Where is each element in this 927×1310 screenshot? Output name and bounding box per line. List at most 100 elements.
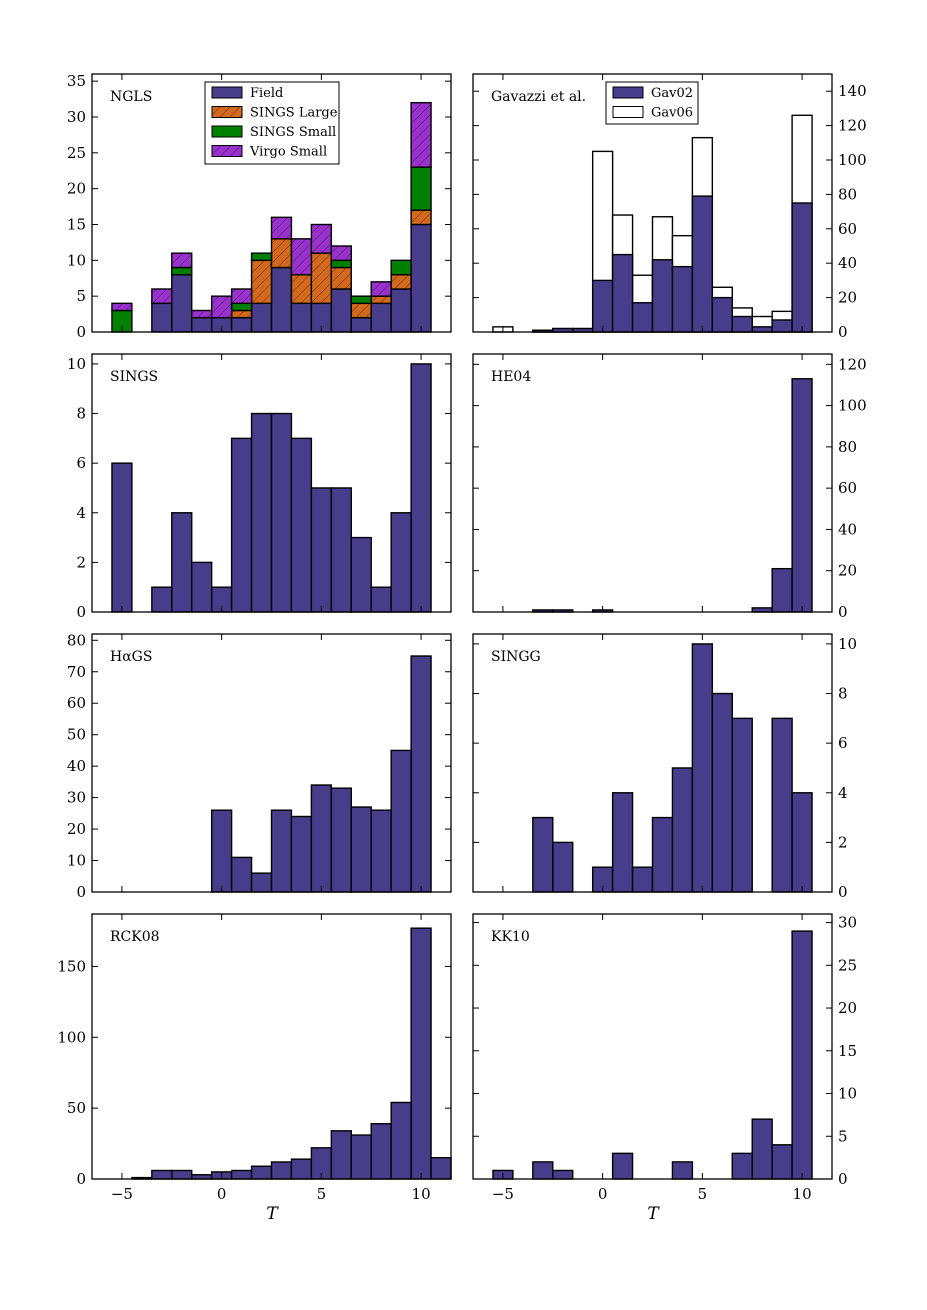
bar-hags-s0-b8 bbox=[270, 809, 293, 893]
bar-singg-s0-b8 bbox=[651, 816, 674, 893]
bar-ngls-s2-b11 bbox=[330, 259, 352, 269]
bar-singg-s0-b7 bbox=[631, 866, 654, 893]
bar-ngls-s3-b3 bbox=[171, 252, 193, 269]
bar-ngls-s3-b2 bbox=[151, 288, 173, 305]
axes-frame-he04 bbox=[472, 353, 833, 613]
bar-kk10-s0-b6 bbox=[611, 1152, 634, 1180]
ytick-label-sings-4: 8 bbox=[76, 405, 86, 423]
ytick-label-he04-3: 60 bbox=[838, 479, 857, 497]
legend-label-ngls-0: Field bbox=[250, 86, 283, 101]
ytick-label-sings-3: 6 bbox=[76, 454, 86, 472]
xtick-label-kk10-2: 5 bbox=[698, 1185, 708, 1203]
ytick-label-he04-5: 100 bbox=[838, 397, 867, 415]
xtick-label-rck08-3: 10 bbox=[412, 1185, 431, 1203]
ytick-label-he04-6: 120 bbox=[838, 355, 867, 373]
ytick-label-rck08-2: 100 bbox=[57, 1028, 86, 1046]
x-axis-title-left: T bbox=[266, 1204, 279, 1224]
ytick-label-singg-3: 6 bbox=[838, 734, 848, 752]
bar-ngls-s0-b15 bbox=[410, 223, 432, 333]
ytick-label-ngls-7: 35 bbox=[67, 72, 86, 90]
legend-swatch-ngls-0 bbox=[211, 86, 243, 99]
panel-title-rck08: RCK08 bbox=[110, 929, 160, 945]
bar-hags-s0-b10 bbox=[310, 784, 333, 893]
bar-sings-s0-b9 bbox=[290, 437, 313, 613]
ytick-label-ngls-4: 20 bbox=[67, 180, 86, 198]
panel-hags: 0 10 20 30 40 50 60 70 80 HαGS bbox=[67, 631, 452, 901]
bar-gavazzi-s1-b5 bbox=[591, 279, 614, 333]
bar-ngls-s2-b15 bbox=[410, 166, 432, 211]
x-axis-title-right: T bbox=[647, 1204, 660, 1224]
ytick-label-kk10-5: 25 bbox=[838, 956, 857, 974]
bar-ngls-s1-b14 bbox=[390, 273, 412, 290]
bar-rck08-s0-b11 bbox=[330, 1130, 352, 1180]
bar-singg-s0-b9 bbox=[671, 767, 694, 893]
bar-hags-s0-b9 bbox=[290, 815, 313, 893]
bar-singg-s0-b3 bbox=[552, 841, 574, 893]
bar-rck08-s0-b12 bbox=[350, 1134, 372, 1180]
bar-gavazzi-s1-b8 bbox=[651, 259, 674, 333]
panel-rck08: 0 50 100 150 −5 0 5 10 RCK08 bbox=[57, 913, 452, 1203]
legend-label-ngls-3: Virgo Small bbox=[249, 145, 327, 160]
bar-ngls-s0-b8 bbox=[270, 266, 293, 333]
ytick-label-he04-4: 80 bbox=[838, 438, 857, 456]
bar-ngls-s0-b14 bbox=[390, 288, 412, 333]
ytick-label-he04-0: 0 bbox=[838, 603, 848, 621]
bar-gavazzi-s1-b9 bbox=[671, 265, 694, 333]
bar-rck08-s0-b15 bbox=[410, 927, 432, 1180]
bar-rck08-s0-b2 bbox=[151, 1169, 173, 1180]
bar-ngls-s3-b15 bbox=[410, 101, 432, 168]
bar-gavazzi-s1-b13 bbox=[751, 326, 773, 333]
bar-gavazzi-s1-b12 bbox=[731, 315, 753, 333]
ytick-label-singg-1: 2 bbox=[838, 833, 848, 851]
panel-title-singg: SINGG bbox=[491, 649, 541, 665]
bar-ngls-s3-b11 bbox=[330, 245, 352, 262]
ytick-label-singg-5: 10 bbox=[838, 635, 857, 653]
ytick-label-rck08-0: 0 bbox=[76, 1170, 86, 1188]
bar-ngls-s2-b12 bbox=[350, 295, 372, 305]
ytick-label-hags-6: 60 bbox=[67, 694, 86, 712]
bar-sings-s0-b8 bbox=[270, 412, 293, 613]
bar-sings-s0-b4 bbox=[191, 561, 213, 613]
ytick-label-hags-3: 30 bbox=[67, 789, 86, 807]
panel-kk10: 0 5 10 15 20 25 30 −5 0 5 10 KK10 bbox=[472, 913, 857, 1203]
ytick-label-kk10-1: 5 bbox=[838, 1127, 848, 1145]
bar-kk10-s0-b2 bbox=[532, 1161, 554, 1180]
panel-title-gavazzi: Gavazzi et al. bbox=[491, 89, 586, 105]
bar-rck08-s0-b8 bbox=[270, 1161, 293, 1180]
bar-hags-s0-b14 bbox=[390, 749, 412, 893]
ytick-label-he04-2: 40 bbox=[838, 520, 857, 538]
bar-sings-s0-b0 bbox=[111, 462, 133, 613]
bar-gavazzi-s1-b14 bbox=[771, 319, 793, 333]
ytick-label-gavazzi-5: 100 bbox=[838, 151, 867, 169]
bar-ngls-s0-b13 bbox=[370, 302, 392, 333]
bar-sings-s0-b11 bbox=[330, 487, 352, 613]
panel-singg: 0 2 4 6 8 10 SINGG bbox=[472, 633, 857, 901]
bar-sings-s0-b2 bbox=[151, 586, 173, 613]
bar-singg-s0-b12 bbox=[731, 717, 753, 893]
panel-title-he04: HE04 bbox=[491, 369, 531, 385]
ytick-label-sings-5: 10 bbox=[67, 355, 86, 373]
panel-ngls: 0 5 10 15 20 25 30 35 NGLS Field SINGS Large SINGS … bbox=[67, 72, 452, 341]
xtick-label-rck08-0: −5 bbox=[111, 1185, 133, 1203]
bar-ngls-s0-b4 bbox=[191, 316, 213, 333]
legend-label-gavazzi-1: Gav06 bbox=[651, 106, 693, 121]
bar-ngls-s3-b6 bbox=[230, 288, 253, 305]
bar-ngls-s1-b9 bbox=[290, 273, 313, 305]
ytick-label-hags-1: 10 bbox=[67, 852, 86, 870]
bar-ngls-s1-b11 bbox=[330, 266, 352, 290]
panel-title-sings: SINGS bbox=[110, 369, 158, 385]
panel-title-kk10: KK10 bbox=[491, 929, 530, 945]
ytick-label-hags-7: 70 bbox=[67, 663, 86, 681]
ytick-label-gavazzi-3: 60 bbox=[838, 220, 857, 238]
ytick-label-kk10-0: 0 bbox=[838, 1170, 848, 1188]
axes-frame-sings bbox=[91, 353, 452, 613]
bar-he04-s0-b14 bbox=[771, 567, 793, 613]
bar-gavazzi-s1-b7 bbox=[631, 302, 654, 333]
bar-kk10-s0-b12 bbox=[731, 1152, 753, 1180]
bar-ngls-s3-b4 bbox=[191, 309, 213, 319]
xtick-label-kk10-3: 10 bbox=[793, 1185, 812, 1203]
ytick-label-gavazzi-7: 140 bbox=[838, 82, 867, 100]
ytick-label-sings-2: 4 bbox=[76, 504, 86, 522]
axes-frame-ngls bbox=[91, 73, 452, 333]
